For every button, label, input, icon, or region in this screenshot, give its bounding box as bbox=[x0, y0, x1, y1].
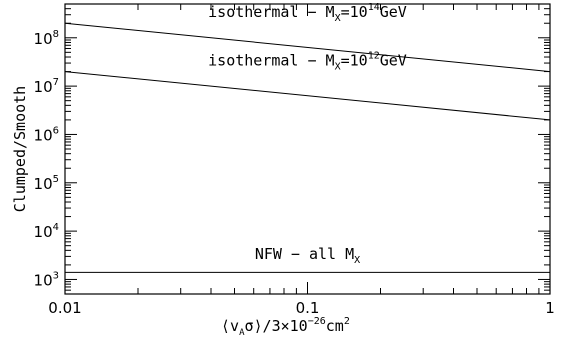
tick-labels: 0.01 0.1 1 103 104 105 106 107 108 bbox=[34, 29, 555, 317]
series-label-1: isothermal − MX=1014GeV bbox=[208, 2, 407, 24]
y-tick-label: 106 bbox=[34, 125, 59, 144]
x-tick-label: 0.01 bbox=[48, 299, 81, 317]
y-tick-label: 103 bbox=[34, 270, 59, 289]
series-line-1 bbox=[64, 22, 551, 73]
series-line-2 bbox=[64, 71, 551, 121]
y-tick-label: 104 bbox=[34, 222, 59, 241]
y-tick-label: 105 bbox=[34, 174, 59, 193]
y-axis-title: Clumped/Smooth bbox=[11, 86, 29, 212]
series-lines bbox=[64, 22, 551, 273]
x-tick-label: 1 bbox=[545, 299, 555, 317]
y-tick-label: 108 bbox=[34, 29, 59, 48]
series-label-2: isothermal − MX=1012GeV bbox=[208, 51, 407, 73]
series-annotations: isothermal − MX=1014GeV isothermal − MX=1… bbox=[208, 2, 407, 266]
series-label-3: NFW − all MX bbox=[255, 245, 360, 266]
x-axis-title: ⟨vAσ⟩/3×10−26cm2 bbox=[221, 316, 350, 338]
x-tick-label: 0.1 bbox=[296, 299, 320, 317]
y-tick-label: 107 bbox=[34, 77, 59, 96]
